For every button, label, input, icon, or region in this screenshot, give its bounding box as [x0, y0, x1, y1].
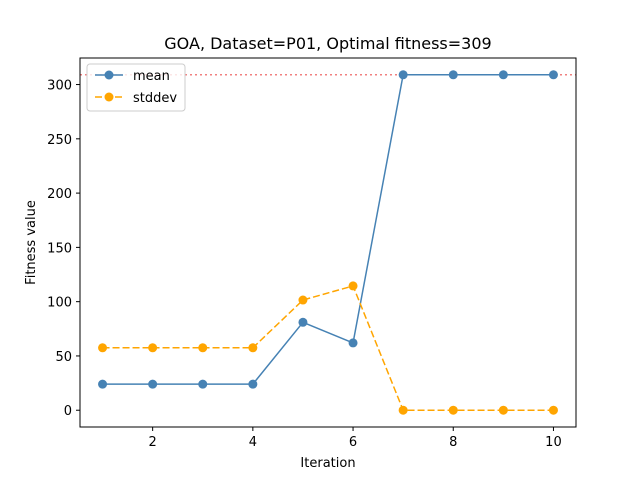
x-tick-label: 4: [249, 435, 257, 450]
y-tick-label: 300: [47, 79, 72, 94]
legend-label-stddev: stddev: [133, 91, 177, 106]
legend-label-mean: mean: [133, 69, 170, 84]
data-point-stddev: [198, 343, 208, 353]
y-tick-label: 150: [47, 241, 72, 256]
y-tick-label: 50: [55, 350, 72, 365]
series-layer: [98, 70, 558, 415]
data-point-stddev: [98, 343, 108, 353]
data-point-mean: [248, 379, 258, 389]
axes-frame: [79, 57, 577, 428]
plot-area: [79, 57, 577, 428]
series-line-stddev: [102, 285, 554, 411]
x-tick-label: 6: [349, 435, 357, 450]
data-point-stddev: [398, 405, 408, 415]
data-point-mean: [98, 379, 108, 389]
data-point-mean: [398, 70, 408, 80]
axes-background: [80, 58, 576, 427]
data-point-mean: [448, 70, 458, 80]
data-point-mean: [148, 379, 158, 389]
data-point-mean: [548, 70, 558, 80]
y-tick-label: 100: [47, 296, 72, 311]
data-point-mean: [198, 379, 208, 389]
y-tick-label: 200: [47, 187, 72, 202]
y-axis-ticks: 0 50 100 150 200 250 300: [47, 79, 80, 419]
data-point-stddev: [498, 405, 508, 415]
series-mean: [98, 70, 558, 389]
x-axis-label: Iteration: [300, 456, 355, 471]
x-tick-label: 2: [149, 435, 157, 450]
series-stddev: [98, 281, 558, 415]
data-point-stddev: [298, 295, 308, 305]
x-tick-label: 10: [545, 435, 562, 450]
y-axis-label: Fitness value: [24, 200, 39, 285]
y-tick-label: 250: [47, 133, 72, 148]
y-tick-label: 0: [64, 404, 72, 419]
series-line-mean: [102, 74, 554, 385]
data-point-mean: [498, 70, 508, 80]
x-tick-label: 8: [449, 435, 457, 450]
data-point-stddev: [548, 405, 558, 415]
x-axis-ticks: 2 4 6 8 10: [149, 427, 562, 450]
data-point-stddev: [248, 343, 258, 353]
data-point-stddev: [348, 281, 358, 291]
data-point-mean: [298, 317, 308, 327]
data-point-stddev: [148, 343, 158, 353]
data-point-stddev: [448, 405, 458, 415]
legend-marker-mean: [104, 70, 114, 80]
data-point-mean: [348, 338, 358, 348]
legend: mean stddev: [86, 63, 186, 112]
legend-marker-stddev: [104, 92, 114, 102]
chart-title: GOA, Dataset=P01, Optimal fitness=309: [164, 34, 491, 53]
